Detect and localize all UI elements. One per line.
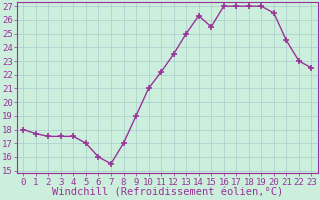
X-axis label: Windchill (Refroidissement éolien,°C): Windchill (Refroidissement éolien,°C) bbox=[52, 188, 283, 198]
